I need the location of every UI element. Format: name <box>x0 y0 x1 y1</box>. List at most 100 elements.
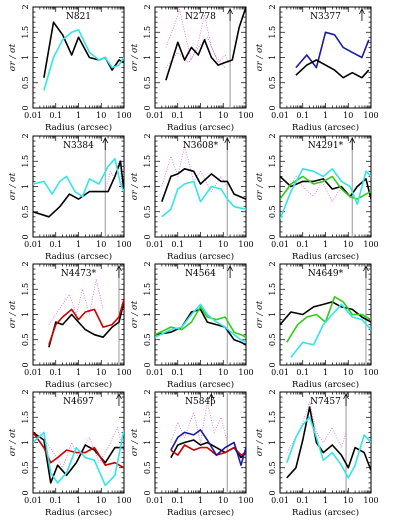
arrow-head <box>363 265 369 272</box>
series-line-black <box>280 301 371 326</box>
y-tick-label: 0.5 <box>143 333 152 346</box>
y-tick-label: 0 <box>143 362 152 367</box>
x-tick-label: 10 <box>96 240 106 249</box>
x-axis-title: Radius (arcsec) <box>292 507 359 518</box>
x-tick-label: 0.1 <box>296 240 309 249</box>
panel-title: N4473* <box>61 269 97 279</box>
plot-frame <box>32 391 125 494</box>
series-line-cyan <box>290 303 371 358</box>
panel-n4697: 0.01 0.1 1 10 100 0 0.5 1 1.5 2 Radius (arcsec) σr … <box>8 389 132 518</box>
y-tick-label: 0 <box>21 234 30 239</box>
y-axis-title: σr / σt <box>130 300 140 328</box>
series-line-green <box>286 295 371 343</box>
x-tick-label: 0.1 <box>171 240 184 249</box>
panel-n4291: 0.01 0.1 1 10 100 0 0.5 1 1.5 2 Radius (arcsec) σr … <box>255 133 379 262</box>
panel-n2778: 0.01 0.1 1 10 100 0 0.5 1 1.5 2 Radius (arcsec) σr … <box>130 4 254 133</box>
x-tick-label: 1 <box>323 240 328 249</box>
y-tick-label: 2 <box>21 389 30 394</box>
y-tick-label: 0.5 <box>21 461 30 474</box>
x-tick-label: 0.01 <box>24 240 42 249</box>
panel-title: N4291* <box>308 141 344 151</box>
x-tick-label: 100 <box>116 496 131 505</box>
y-tick-label: 1.5 <box>21 155 30 168</box>
y-tick-label: 0.5 <box>268 333 277 346</box>
panel-n3608: 0.01 0.1 1 10 100 0 0.5 1 1.5 2 Radius (arcsec) σr … <box>130 133 254 262</box>
y-tick-label: 1 <box>268 55 277 60</box>
x-tick-label: 100 <box>116 111 131 120</box>
y-tick-label: 1 <box>268 312 277 317</box>
x-tick-label: 100 <box>238 496 253 505</box>
arrow-head <box>227 265 233 272</box>
x-tick-label: 1 <box>198 111 203 120</box>
series-line-magenta_dotted <box>286 401 347 453</box>
series-line-black <box>165 7 246 81</box>
y-tick-label: 0.5 <box>143 205 152 218</box>
y-tick-label: 1.5 <box>143 283 152 296</box>
y-tick-label: 0.5 <box>268 205 277 218</box>
x-axis-title: Radius (arcsec) <box>167 251 234 262</box>
series-line-cyan <box>155 303 246 344</box>
plot-frame <box>279 6 372 109</box>
y-tick-label: 1.5 <box>268 411 277 424</box>
y-tick-label: 2 <box>268 4 277 9</box>
y-tick-label: 2 <box>143 4 152 9</box>
series-line-black <box>295 59 370 79</box>
y-tick-label: 0 <box>21 490 30 495</box>
y-axis-title: σr / σt <box>8 428 18 456</box>
y-tick-label: 1.5 <box>268 283 277 296</box>
y-tick-label: 1.5 <box>143 155 152 168</box>
x-axis-title: Radius (arcsec) <box>167 379 234 390</box>
arrow-head <box>343 393 349 400</box>
y-tick-label: 2 <box>143 389 152 394</box>
y-tick-label: 0 <box>143 234 152 239</box>
arrow-head <box>227 8 233 15</box>
panel-title: N4649* <box>308 269 344 279</box>
y-tick-label: 2 <box>143 261 152 266</box>
series-line-cyan <box>33 157 124 198</box>
x-tick-label: 10 <box>218 111 228 120</box>
y-tick-label: 0 <box>268 490 277 495</box>
x-tick-label: 10 <box>343 496 353 505</box>
x-tick-label: 10 <box>96 111 106 120</box>
panel-n821: 0.01 0.1 1 10 100 0 0.5 1 1.5 2 Radius (arcsec) σr … <box>8 4 132 133</box>
x-axis-title: Radius (arcsec) <box>292 251 359 262</box>
series-line-magenta_dotted <box>48 278 104 325</box>
x-tick-label: 1 <box>323 496 328 505</box>
x-tick-label: 0.01 <box>24 496 42 505</box>
y-tick-label: 0.5 <box>21 333 30 346</box>
x-tick-label: 1 <box>198 240 203 249</box>
x-tick-label: 10 <box>343 368 353 377</box>
x-tick-label: 0.1 <box>296 368 309 377</box>
series-line-green <box>155 306 246 338</box>
x-axis-title: Radius (arcsec) <box>167 122 234 133</box>
y-tick-label: 2 <box>21 261 30 266</box>
series-line-black <box>280 175 371 200</box>
series-line-magenta_dotted <box>170 401 228 443</box>
x-tick-label: 10 <box>343 111 353 120</box>
y-tick-label: 0 <box>268 362 277 367</box>
x-tick-label: 0.01 <box>146 496 164 505</box>
panel-n4564: 0.01 0.1 1 10 100 0 0.5 1 1.5 2 Radius (arcsec) σr … <box>130 261 254 390</box>
arrow-head <box>359 8 365 15</box>
panel-n4649: 0.01 0.1 1 10 100 0 0.5 1 1.5 2 Radius (arcsec) σr … <box>255 261 379 390</box>
x-tick-label: 10 <box>218 240 228 249</box>
x-axis-title: Radius (arcsec) <box>45 507 112 518</box>
series-line-cyan <box>280 168 371 220</box>
y-tick-label: 1.5 <box>21 411 30 424</box>
series-line-green <box>280 175 371 200</box>
x-tick-label: 0.1 <box>171 111 184 120</box>
x-tick-label: 0.1 <box>49 240 62 249</box>
series-line-cyan <box>161 180 246 218</box>
panel-title: N3384 <box>63 141 94 151</box>
x-tick-label: 1 <box>323 368 328 377</box>
panel-title: N4564 <box>185 269 216 279</box>
y-tick-label: 1 <box>268 184 277 189</box>
y-axis-title: σr / σt <box>255 428 265 456</box>
y-tick-label: 1 <box>143 312 152 317</box>
y-tick-label: 1 <box>21 184 30 189</box>
y-tick-label: 0 <box>268 234 277 239</box>
y-tick-label: 0 <box>143 490 152 495</box>
x-tick-label: 0.01 <box>24 111 42 120</box>
panel-n5845: 0.01 0.1 1 10 100 0 0.5 1 1.5 2 Radius (arcsec) σr … <box>130 389 254 518</box>
